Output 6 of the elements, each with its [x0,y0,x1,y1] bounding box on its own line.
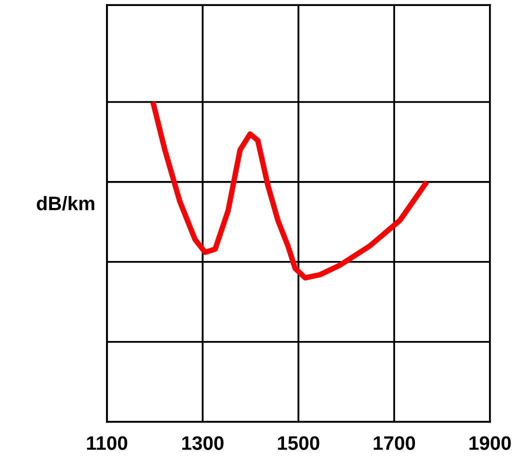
x-tick-label: 1100 [87,436,128,450]
x-tick-label: 1900 [470,436,511,450]
y-axis-title: dB/km [36,196,94,211]
x-tick-label: 1300 [182,436,224,450]
x-tick-label: 1500 [278,436,320,450]
x-tick-label: 1700 [374,436,416,450]
